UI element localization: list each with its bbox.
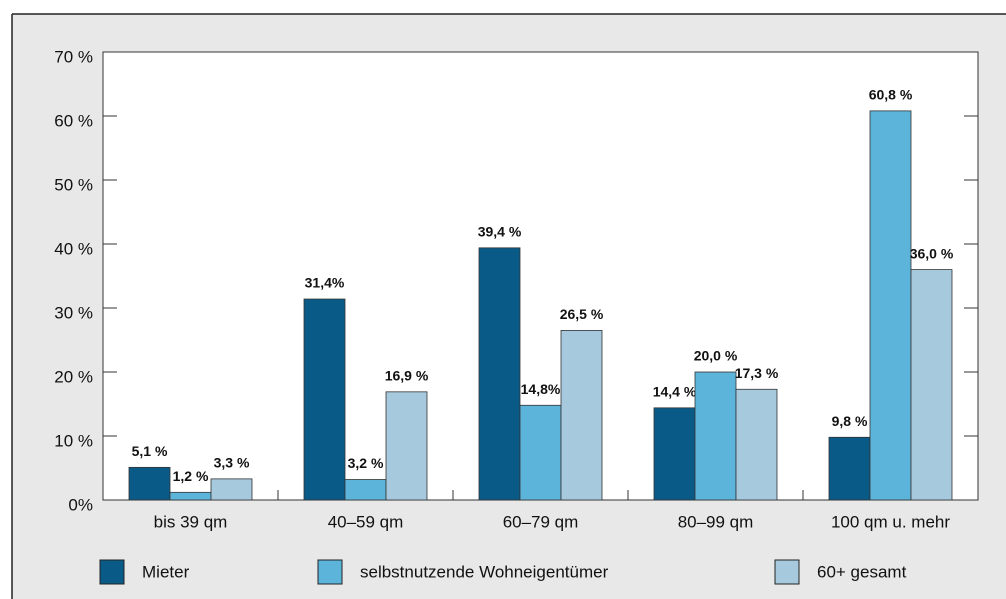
x-tick-label: bis 39 qm: [154, 512, 228, 531]
value-label: 3,3 %: [214, 455, 250, 471]
bar: [560, 329, 603, 501]
value-label: 26,5 %: [560, 306, 604, 322]
value-label: 36,0 %: [910, 245, 954, 261]
value-label: 5,1 %: [132, 443, 168, 459]
value-label: 39,4 %: [478, 224, 522, 240]
bar: [653, 407, 696, 501]
bar: [169, 491, 212, 501]
y-tick-label: 10 %: [54, 431, 93, 450]
bar: [344, 479, 387, 501]
bar: [385, 391, 428, 501]
bar: [478, 247, 521, 501]
legend-label: selbstnutzende Wohneigentümer: [360, 562, 609, 581]
legend-label: Mieter: [142, 562, 190, 581]
value-label: 14,8%: [521, 381, 561, 397]
bar: [303, 298, 346, 501]
bar: [519, 404, 562, 501]
value-label: 1,2 %: [173, 468, 209, 484]
legend-label: 60+ gesamt: [817, 562, 907, 581]
value-label: 20,0 %: [694, 348, 738, 364]
y-tick-label: 70 %: [54, 47, 93, 66]
value-label: 9,8 %: [832, 413, 868, 429]
legend-swatch: [774, 559, 800, 585]
bar: [694, 371, 737, 501]
x-tick-label: 60–79 qm: [503, 512, 579, 531]
value-label: 17,3 %: [735, 365, 779, 381]
x-tick-label: 100 qm u. mehr: [831, 512, 950, 531]
bar: [735, 388, 778, 501]
bar: [128, 466, 171, 501]
legend-swatch: [99, 559, 125, 585]
y-tick-label: 50 %: [54, 175, 93, 194]
y-tick-label: 0%: [68, 495, 93, 514]
bar: [210, 478, 253, 501]
bar: [869, 110, 912, 501]
value-label: 3,2 %: [348, 455, 384, 471]
value-label: 14,4 %: [653, 384, 697, 400]
value-label: 16,9 %: [385, 368, 429, 384]
y-tick-label: 40 %: [54, 239, 93, 258]
y-tick-label: 60 %: [54, 111, 93, 130]
value-label: 60,8 %: [869, 87, 913, 103]
value-label: 31,4%: [305, 275, 345, 291]
bar: [828, 436, 871, 501]
legend-swatch: [317, 559, 343, 585]
x-tick-label: 80–99 qm: [678, 512, 754, 531]
x-tick-label: 40–59 qm: [328, 512, 404, 531]
y-tick-label: 30 %: [54, 303, 93, 322]
bar: [910, 269, 953, 501]
y-tick-label: 20 %: [54, 367, 93, 386]
